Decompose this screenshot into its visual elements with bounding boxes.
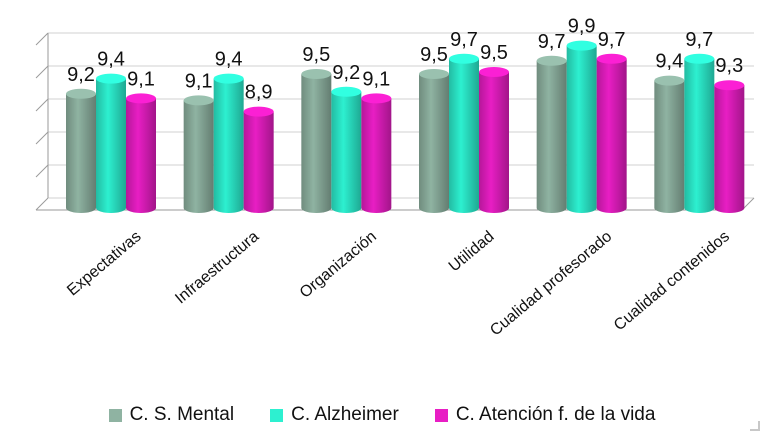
legend-label-atencion: C. Atención f. de la vida: [455, 404, 656, 425]
bar-top: [684, 53, 715, 64]
bar-top: [479, 67, 509, 77]
bar: [66, 88, 96, 213]
legend-swatch-atencion: [434, 408, 448, 422]
bar: [361, 93, 392, 214]
value-label: 9,4: [97, 49, 125, 71]
value-label: 9,7: [450, 29, 478, 51]
bar: [479, 67, 509, 213]
bar-body: [331, 91, 362, 214]
value-label: 9,5: [480, 42, 508, 64]
category-label: Cualidad profesorado: [487, 228, 615, 339]
legend-label-mental: C. S. Mental: [129, 404, 235, 425]
bar-body: [66, 93, 96, 213]
bar-top: [419, 69, 449, 79]
bar-body: [654, 80, 685, 214]
bar-top: [714, 80, 745, 91]
bar-body: [479, 72, 509, 213]
bar: [331, 86, 362, 214]
bar-top: [126, 93, 156, 104]
value-label: 9,1: [362, 68, 390, 90]
bars: [66, 40, 745, 214]
bar: [213, 73, 244, 214]
bar-top: [331, 86, 362, 97]
resize-corner: [750, 421, 760, 431]
legend-item-alzheimer: C. Alzheimer: [270, 404, 399, 426]
bar: [243, 106, 274, 213]
bar-body: [596, 58, 627, 214]
grid-diag: [35, 197, 49, 211]
value-label: 9,1: [185, 70, 213, 92]
bar-body: [183, 100, 214, 214]
bar-top: [536, 55, 567, 66]
category-labels: Expectativas Infraestructura Organización U…: [64, 228, 733, 339]
bar-body: [126, 98, 156, 213]
category-label: Cualidad contenidos: [611, 228, 733, 334]
bar-body: [566, 45, 597, 214]
value-label: 9,4: [655, 51, 683, 73]
value-label: 9,7: [685, 29, 713, 51]
value-label: 9,7: [538, 31, 566, 53]
value-label: 9,2: [67, 64, 95, 86]
bar-body: [684, 58, 715, 214]
bar-body: [243, 111, 274, 213]
bar: [96, 73, 126, 213]
bar: [419, 69, 449, 213]
bar-body: [536, 60, 567, 214]
bar: [449, 53, 479, 213]
value-labels: 9,29,49,1 9,19,48,99,59,2 9,19,59,79,59,79…: [67, 16, 743, 104]
legend: C. S. Mental C. Alzheimer C. Atención f.…: [0, 400, 764, 430]
bar-top: [66, 88, 96, 99]
value-label: 8,9: [245, 82, 273, 104]
bar-top: [243, 106, 274, 117]
value-label: 9,7: [598, 29, 626, 51]
bar: [183, 95, 214, 214]
category-label: Organización: [297, 228, 380, 302]
value-label: 9,4: [215, 49, 243, 71]
bar: [714, 80, 745, 214]
bar: [596, 53, 627, 214]
value-label: 9,3: [715, 55, 743, 77]
legend-swatch-alzheimer: [270, 408, 284, 422]
legend-swatch-mental: [108, 408, 122, 422]
bar-body: [213, 78, 244, 214]
legend-label-alzheimer: C. Alzheimer: [291, 404, 399, 425]
bar-top: [566, 40, 597, 51]
bar-body: [361, 98, 392, 214]
value-label: 9,5: [420, 44, 448, 66]
grid-diag: [35, 65, 49, 79]
legend-item-atencion: C. Atención f. de la vida: [434, 404, 656, 426]
bar: [654, 75, 685, 214]
value-label: 9,5: [302, 44, 330, 66]
grid-diag: [35, 164, 49, 178]
bar: [684, 53, 715, 214]
value-label: 9,1: [127, 68, 155, 90]
category-label: Expectativas: [64, 228, 144, 299]
bar-top: [361, 93, 392, 104]
bar: [126, 93, 156, 213]
category-label: Infraestructura: [172, 228, 262, 307]
grid-diag: [35, 98, 49, 112]
legend-item-mental: C. S. Mental: [108, 404, 235, 426]
bar-top: [596, 53, 627, 64]
bar-body: [419, 74, 449, 213]
bar-top: [183, 95, 214, 106]
bar-body: [449, 58, 479, 213]
grid-diag: [35, 32, 49, 46]
value-label: 9,2: [332, 62, 360, 84]
bar: [301, 69, 332, 214]
bar: [536, 55, 567, 214]
bar-body: [301, 74, 332, 214]
bar-body: [714, 85, 745, 214]
bar-top: [654, 75, 685, 86]
bar-top: [301, 69, 332, 79]
value-label: 9,9: [568, 16, 596, 38]
bar-body: [96, 78, 126, 213]
bar: [566, 40, 597, 214]
bar-top: [213, 73, 244, 84]
category-label: Utilidad: [446, 228, 498, 275]
grid-diag: [35, 131, 49, 145]
bar-top: [96, 73, 126, 84]
bar-top: [449, 53, 479, 64]
